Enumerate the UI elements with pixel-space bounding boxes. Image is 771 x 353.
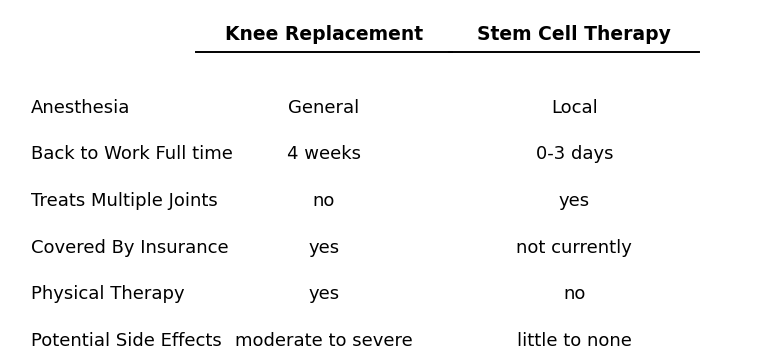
Text: little to none: little to none bbox=[517, 332, 631, 350]
Text: Physical Therapy: Physical Therapy bbox=[31, 285, 184, 303]
Text: Local: Local bbox=[551, 99, 598, 117]
Text: moderate to severe: moderate to severe bbox=[235, 332, 412, 350]
Text: yes: yes bbox=[559, 192, 590, 210]
Text: 4 weeks: 4 weeks bbox=[287, 145, 361, 163]
Text: General: General bbox=[288, 99, 359, 117]
Text: yes: yes bbox=[308, 285, 339, 303]
Text: not currently: not currently bbox=[517, 239, 632, 257]
Text: no: no bbox=[563, 285, 586, 303]
Text: Knee Replacement: Knee Replacement bbox=[225, 25, 423, 44]
Text: Covered By Insurance: Covered By Insurance bbox=[31, 239, 228, 257]
Text: Anesthesia: Anesthesia bbox=[31, 99, 130, 117]
Text: yes: yes bbox=[308, 239, 339, 257]
Text: Potential Side Effects: Potential Side Effects bbox=[31, 332, 221, 350]
Text: 0-3 days: 0-3 days bbox=[536, 145, 613, 163]
Text: Stem Cell Therapy: Stem Cell Therapy bbox=[477, 25, 672, 44]
Text: Back to Work Full time: Back to Work Full time bbox=[31, 145, 233, 163]
Text: Treats Multiple Joints: Treats Multiple Joints bbox=[31, 192, 217, 210]
Text: no: no bbox=[312, 192, 335, 210]
